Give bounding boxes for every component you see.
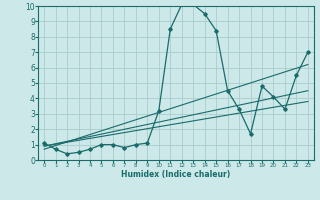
X-axis label: Humidex (Indice chaleur): Humidex (Indice chaleur) <box>121 170 231 179</box>
